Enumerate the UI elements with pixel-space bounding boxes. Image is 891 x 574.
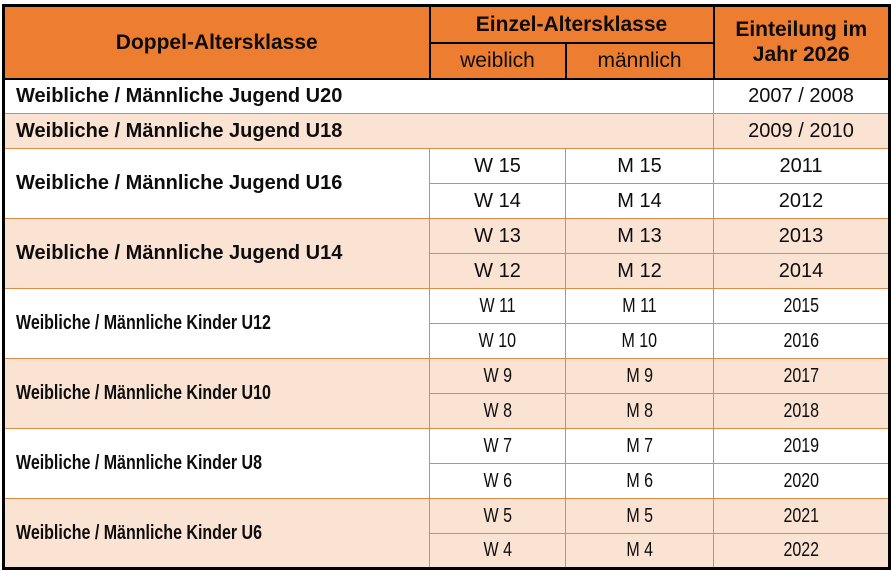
maennlich-text: M 13 bbox=[617, 224, 662, 247]
weiblich-text: W 12 bbox=[474, 259, 521, 282]
maennlich-cell: M 5 bbox=[565, 498, 714, 534]
maennlich-text: M 4 bbox=[626, 539, 653, 561]
maennlich-text: M 10 bbox=[621, 329, 658, 352]
maennlich-text: M 7 bbox=[626, 434, 653, 457]
header-einteilung-jahr: Einteilung im Jahr 2026 bbox=[712, 4, 891, 80]
header-einzel-altersklasse: Einzel-Altersklasse bbox=[428, 4, 715, 44]
year-cell: 2020 bbox=[713, 463, 890, 499]
weiblich-text: W 14 bbox=[474, 189, 521, 212]
maennlich-cell: M 6 bbox=[565, 463, 714, 499]
maennlich-cell: M 7 bbox=[565, 428, 714, 464]
weiblich-cell: W 14 bbox=[429, 183, 566, 219]
weiblich-cell: W 13 bbox=[429, 218, 566, 254]
maennlich-cell: M 14 bbox=[565, 183, 714, 219]
year-text: 2019 bbox=[783, 434, 819, 457]
maennlich-text: M 11 bbox=[622, 294, 657, 317]
weiblich-cell: W 8 bbox=[429, 393, 566, 429]
weiblich-cell: W 10 bbox=[429, 323, 566, 359]
year-cell: 2017 bbox=[713, 358, 890, 394]
year-text: 2022 bbox=[783, 539, 819, 561]
maennlich-cell: M 15 bbox=[565, 148, 714, 184]
year-cell: 2011 bbox=[713, 148, 890, 184]
year-cell: 2013 bbox=[713, 218, 890, 254]
weiblich-text: W 10 bbox=[478, 329, 517, 352]
year-text: 2021 bbox=[783, 504, 819, 527]
year-text: 2009 / 2010 bbox=[748, 119, 854, 142]
group-label-u14: Weibliche / Männliche Jugend U14 bbox=[3, 218, 430, 289]
group-label-text: Weibliche / Männliche Jugend U18 bbox=[16, 119, 343, 142]
group-label-text: Weibliche / Männliche Kinder U12 bbox=[16, 312, 271, 334]
year-text: 2020 bbox=[783, 469, 819, 492]
group-label-text: Weibliche / Männliche Kinder U6 bbox=[16, 521, 262, 544]
year-text: 2013 bbox=[778, 224, 824, 247]
group-label-u6: Weibliche / Männliche Kinder U6 bbox=[3, 498, 430, 569]
weiblich-text: W 4 bbox=[483, 539, 512, 561]
maennlich-cell: M 13 bbox=[565, 218, 714, 254]
year-cell: 2021 bbox=[713, 498, 890, 534]
year-text: 2017 bbox=[783, 364, 819, 387]
year-text: 2015 bbox=[783, 294, 819, 317]
group-label-u8: Weibliche / Männliche Kinder U8 bbox=[3, 428, 430, 499]
weiblich-cell: W 5 bbox=[429, 498, 566, 534]
maennlich-text: M 5 bbox=[626, 504, 653, 527]
header-weiblich: weiblich bbox=[428, 41, 567, 80]
group-label-text: Weibliche / Männliche Kinder U8 bbox=[16, 452, 262, 474]
weiblich-cell: W 4 bbox=[429, 533, 566, 569]
weiblich-text: W 13 bbox=[474, 224, 521, 247]
group-label-u12: Weibliche / Männliche Kinder U12 bbox=[3, 288, 430, 359]
maennlich-text: M 15 bbox=[617, 154, 662, 177]
group-label-u18: Weibliche / Männliche Jugend U18 bbox=[3, 113, 714, 149]
year-cell: 2009 / 2010 bbox=[713, 113, 890, 149]
group-label-text: Weibliche / Männliche Jugend U20 bbox=[16, 84, 343, 107]
year-text: 2016 bbox=[783, 329, 819, 352]
year-cell: 2019 bbox=[713, 428, 890, 464]
weiblich-cell: W 12 bbox=[429, 253, 566, 289]
year-cell: 2014 bbox=[713, 253, 890, 289]
group-label-text: Weibliche / Männliche Jugend U16 bbox=[16, 172, 343, 194]
year-cell: 2018 bbox=[713, 393, 890, 429]
maennlich-text: M 6 bbox=[626, 469, 653, 492]
maennlich-text: M 12 bbox=[617, 259, 662, 282]
age-class-table: Doppel-Altersklasse Einzel-Altersklasse … bbox=[2, 4, 891, 570]
weiblich-text: W 5 bbox=[483, 504, 512, 527]
year-cell: 2022 bbox=[713, 533, 890, 569]
year-text: 2012 bbox=[778, 189, 824, 212]
maennlich-text: M 9 bbox=[626, 364, 653, 387]
year-text: 2011 bbox=[779, 154, 823, 177]
maennlich-cell: M 8 bbox=[565, 393, 714, 429]
group-label-u20: Weibliche / Männliche Jugend U20 bbox=[3, 78, 714, 114]
weiblich-cell: W 6 bbox=[429, 463, 566, 499]
year-cell: 2007 / 2008 bbox=[713, 78, 890, 114]
weiblich-text: W 6 bbox=[483, 469, 512, 492]
maennlich-text: M 14 bbox=[617, 189, 662, 212]
year-text: 2014 bbox=[778, 259, 824, 282]
group-label-text: Weibliche / Männliche Jugend U14 bbox=[16, 242, 343, 264]
weiblich-text: W 11 bbox=[479, 294, 516, 317]
maennlich-cell: M 10 bbox=[565, 323, 714, 359]
weiblich-cell: W 11 bbox=[429, 288, 566, 324]
year-text: 2007 / 2008 bbox=[748, 84, 854, 107]
maennlich-cell: M 9 bbox=[565, 358, 714, 394]
weiblich-text: W 15 bbox=[474, 154, 521, 177]
weiblich-cell: W 9 bbox=[429, 358, 566, 394]
weiblich-text: W 8 bbox=[483, 399, 512, 422]
year-cell: 2012 bbox=[713, 183, 890, 219]
maennlich-cell: M 11 bbox=[565, 288, 714, 324]
year-cell: 2016 bbox=[713, 323, 890, 359]
weiblich-text: W 7 bbox=[483, 434, 512, 457]
header-maennlich: männlich bbox=[564, 41, 715, 80]
weiblich-cell: W 15 bbox=[429, 148, 566, 184]
header-doppel-altersklasse: Doppel-Altersklasse bbox=[2, 4, 431, 80]
weiblich-text: W 9 bbox=[483, 364, 512, 387]
group-label-u10: Weibliche / Männliche Kinder U10 bbox=[3, 358, 430, 429]
year-text: 2018 bbox=[783, 399, 819, 422]
year-cell: 2015 bbox=[713, 288, 890, 324]
maennlich-cell: M 12 bbox=[565, 253, 714, 289]
maennlich-cell: M 4 bbox=[565, 533, 714, 569]
weiblich-cell: W 7 bbox=[429, 428, 566, 464]
maennlich-text: M 8 bbox=[626, 399, 653, 422]
group-label-u16: Weibliche / Männliche Jugend U16 bbox=[3, 148, 430, 219]
group-label-text: Weibliche / Männliche Kinder U10 bbox=[16, 382, 271, 404]
